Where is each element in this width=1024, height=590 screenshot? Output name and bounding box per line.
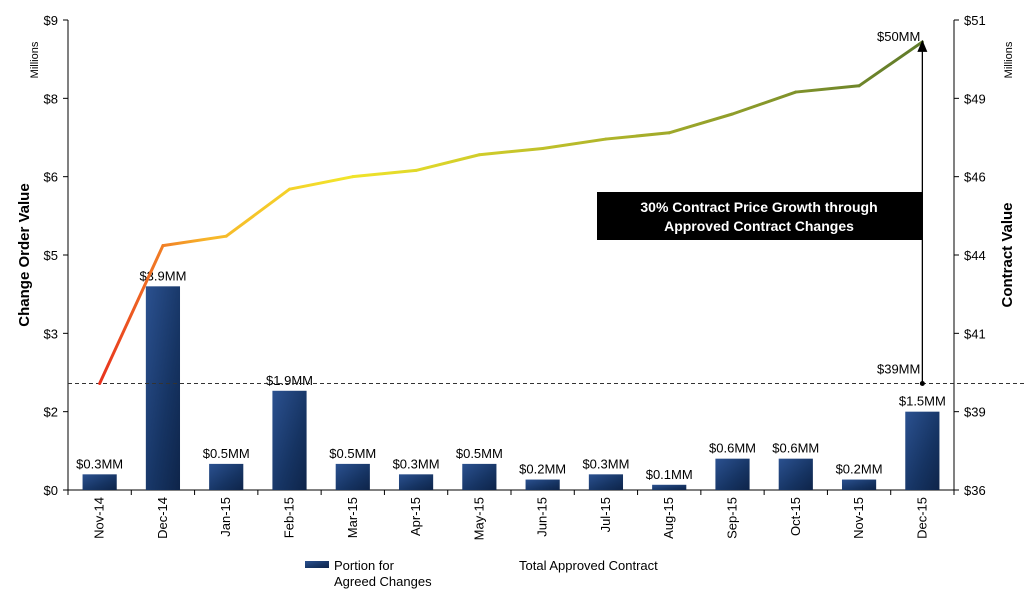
right-axis-ticks: $36 $39 $41 $44 $46 $49 $51 (954, 13, 986, 498)
left-tick-label: $2 (44, 405, 58, 420)
left-tick-label: $3 (44, 326, 58, 341)
bar (209, 463, 244, 490)
callout-box (597, 192, 922, 240)
bar (905, 411, 940, 490)
left-axis-title: Change Order Value (16, 183, 33, 326)
line-segment (288, 175, 355, 191)
growth-arrowhead (917, 39, 928, 52)
bar (778, 458, 813, 490)
x-tick-label: Aug-15 (661, 497, 676, 539)
x-tick-label: Sep-15 (725, 497, 740, 539)
bar-data-label: $0.5MM (203, 446, 250, 461)
bar-data-label: $0.5MM (329, 446, 376, 461)
right-tick-label: $49 (964, 91, 986, 106)
bar (525, 479, 560, 490)
x-tick-label: Jun-15 (535, 497, 550, 537)
bar-data-label: $0.5MM (456, 446, 503, 461)
x-tick-label: Apr-15 (408, 497, 423, 536)
bar-data-label: $0.6MM (709, 441, 756, 456)
x-axis-ticks: Nov-14 Dec-14 Jan-15 Feb-15 Mar-15 Apr-15 May-… (67, 490, 955, 540)
bar (715, 458, 750, 490)
legend-line-label: Total Approved Contract (519, 558, 658, 573)
growth-arrow-base-dot (919, 380, 925, 386)
left-tick-label: $9 (44, 13, 58, 28)
left-tick-label: $6 (44, 170, 58, 185)
x-tick-label: Jan-15 (218, 497, 233, 537)
bar-data-label: $0.6MM (772, 441, 819, 456)
x-tick-label: May-15 (471, 497, 486, 540)
bar-data-label: $0.3MM (393, 456, 440, 471)
line-series (98, 40, 924, 385)
x-tick-label: Nov-15 (851, 497, 866, 539)
x-tick-label: Jul-15 (598, 497, 613, 532)
right-tick-label: $51 (964, 13, 986, 28)
line-segment (731, 90, 798, 116)
line-segment (224, 187, 291, 238)
bar-series (82, 286, 940, 490)
line-segment (794, 84, 861, 94)
x-tick-label: Dec-14 (155, 497, 170, 539)
end-value-label: $50MM (877, 29, 920, 44)
bar (82, 474, 117, 490)
right-axis-units: Millions (1003, 41, 1015, 78)
line-segment (414, 153, 481, 172)
x-tick-label: Dec-15 (914, 497, 929, 539)
bar-data-label: $0.1MM (646, 467, 693, 482)
legend-bar-swatch (305, 561, 329, 568)
right-tick-label: $36 (964, 483, 986, 498)
right-tick-label: $46 (964, 170, 986, 185)
line-segment (541, 137, 608, 150)
x-tick-label: Nov-14 (92, 497, 107, 539)
right-tick-label: $39 (964, 405, 986, 420)
right-tick-label: $44 (964, 248, 986, 263)
bar (841, 479, 877, 490)
left-tick-label: $0 (44, 483, 58, 498)
left-tick-label: $5 (44, 248, 58, 263)
right-tick-label: $41 (964, 326, 986, 341)
callout-line-1: 30% Contract Price Growth through (640, 199, 877, 215)
bar (335, 463, 370, 490)
bar (145, 286, 181, 490)
bar-data-label: $1.9MM (266, 373, 313, 388)
bar (272, 390, 307, 490)
line-segment (477, 146, 545, 157)
line-segment (98, 244, 165, 385)
right-axis-title: Contract Value (999, 202, 1016, 307)
line-segment (604, 131, 671, 141)
bar (588, 474, 624, 490)
left-axis-units: Millions (29, 41, 41, 78)
legend: Portion for Agreed Changes Total Approve… (305, 558, 658, 589)
x-tick-label: Feb-15 (282, 497, 297, 538)
bar (652, 484, 687, 490)
bar-data-label: $1.5MM (899, 394, 946, 409)
bar-data-labels: $0.3MM$3.9MM$0.5MM$1.9MM$0.5MM$0.3MM$0.5… (76, 268, 946, 481)
left-tick-label: $8 (44, 91, 58, 106)
line-segment (161, 234, 228, 248)
bar-data-label: $0.2MM (836, 462, 883, 477)
bar-data-label: $0.3MM (76, 456, 123, 471)
bar (398, 474, 434, 490)
line-segment (351, 168, 418, 179)
legend-bar-label-line1: Portion for (334, 558, 395, 573)
start-value-label: $39MM (877, 361, 920, 376)
line-segment (667, 112, 734, 135)
bar (462, 463, 497, 490)
callout-line-2: Approved Contract Changes (664, 218, 854, 234)
line-segment (857, 40, 924, 88)
x-tick-label: Oct-15 (788, 497, 803, 536)
left-axis-ticks: $0 $2 $3 $5 $6 $8 $9 (44, 13, 68, 498)
x-tick-label: Mar-15 (345, 497, 360, 538)
bar-data-label: $0.2MM (519, 462, 566, 477)
legend-bar-label-line2: Agreed Changes (334, 574, 432, 589)
bar-data-label: $0.3MM (582, 456, 629, 471)
